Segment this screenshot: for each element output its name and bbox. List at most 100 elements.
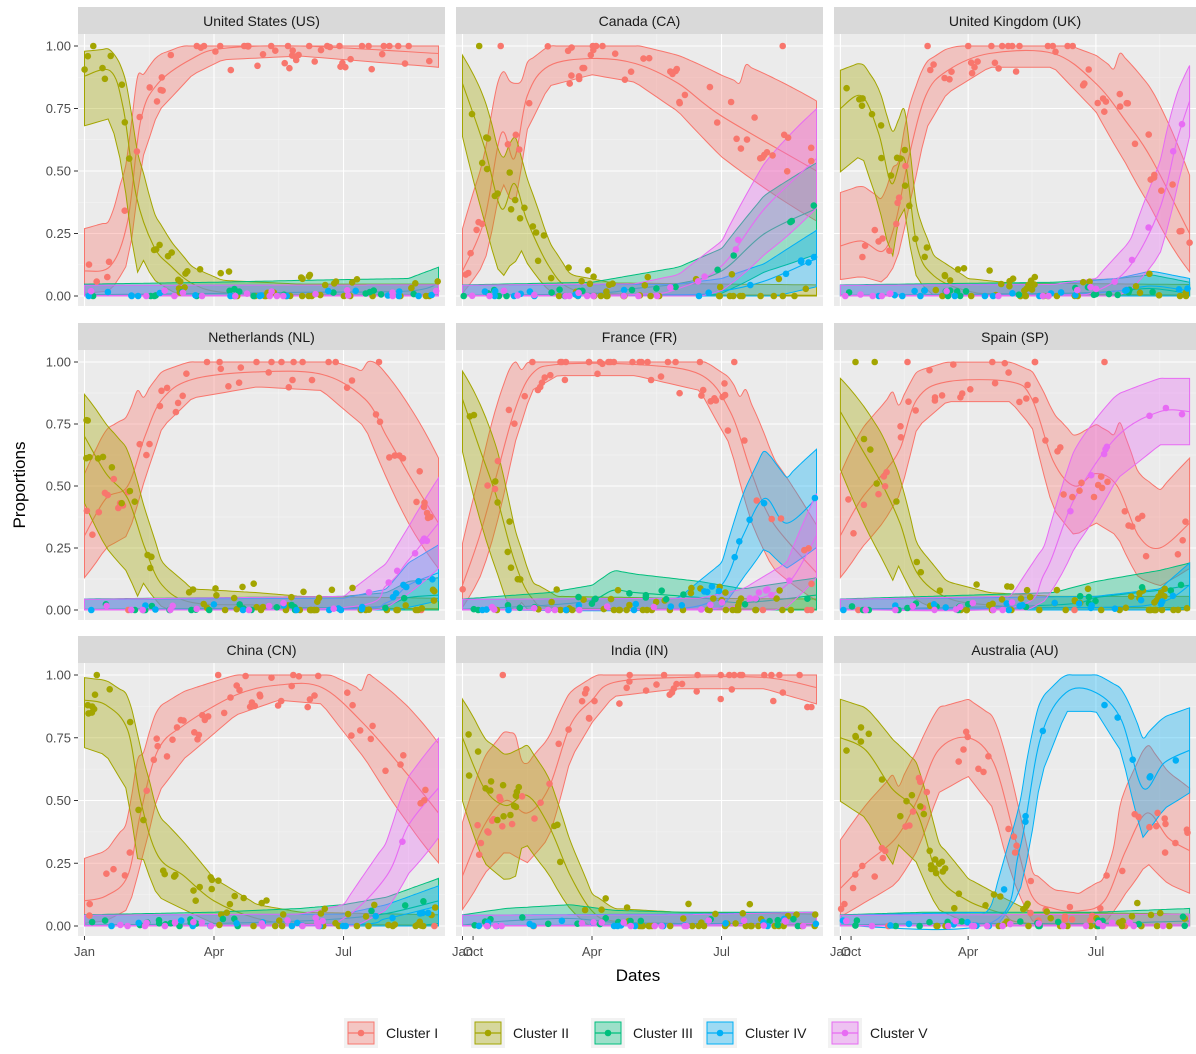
data-point [801, 547, 808, 554]
data-point [590, 293, 597, 300]
data-point [1178, 228, 1185, 235]
data-point [646, 55, 653, 62]
data-point [240, 607, 247, 614]
data-point [1005, 369, 1012, 376]
panel-title: China (CN) [226, 642, 296, 658]
data-point [663, 596, 670, 603]
data-point [103, 603, 110, 610]
data-point [385, 922, 392, 929]
y-tick-label: 0.00 [46, 289, 71, 304]
data-point [1154, 810, 1161, 817]
data-point [93, 278, 100, 285]
data-point [94, 672, 101, 679]
data-point [376, 359, 383, 366]
data-point [459, 586, 466, 593]
data-point [345, 911, 352, 918]
data-point [894, 200, 901, 207]
data-point [484, 923, 491, 930]
data-point [154, 743, 161, 750]
data-point [469, 111, 476, 118]
data-point [729, 686, 736, 693]
data-point [747, 923, 754, 930]
data-point [1054, 587, 1061, 594]
data-point [530, 923, 537, 930]
data-point [982, 293, 989, 300]
data-point [180, 289, 187, 296]
data-point [156, 242, 163, 249]
data-point [1080, 279, 1087, 286]
data-point [232, 293, 239, 300]
data-point [1091, 292, 1098, 299]
data-point [307, 696, 314, 703]
data-point [623, 607, 630, 614]
data-point [349, 585, 356, 592]
data-point [1044, 908, 1051, 915]
data-point [217, 270, 224, 277]
data-point [1001, 886, 1008, 893]
data-point [1134, 900, 1141, 907]
data-point [838, 906, 845, 913]
data-point [705, 289, 712, 296]
data-point [246, 607, 253, 614]
data-point [590, 273, 597, 280]
data-point [730, 252, 737, 259]
data-point [422, 787, 429, 794]
data-point [998, 281, 1005, 288]
data-point [292, 53, 299, 60]
data-point [695, 923, 702, 930]
data-point [487, 787, 494, 794]
data-point [854, 917, 861, 924]
data-point [266, 293, 273, 300]
panel: Canada (CA) [456, 7, 823, 306]
data-point [909, 792, 916, 799]
data-point [102, 76, 109, 83]
data-point [565, 726, 572, 733]
data-point [974, 58, 981, 65]
data-point [517, 576, 524, 583]
data-point [392, 921, 399, 928]
data-point [373, 411, 380, 418]
data-point [992, 60, 999, 67]
data-point [419, 910, 426, 917]
data-point [500, 813, 507, 820]
data-point [982, 902, 989, 909]
data-point [959, 390, 966, 397]
data-point [666, 691, 673, 698]
data-point [857, 291, 864, 298]
data-point [717, 696, 724, 703]
data-point [1169, 181, 1176, 188]
data-point [168, 249, 175, 256]
data-point [372, 913, 379, 920]
data-point [473, 227, 480, 234]
data-point [296, 673, 303, 680]
data-point [787, 219, 794, 226]
data-point [175, 277, 182, 284]
data-point [533, 229, 540, 236]
data-point [1148, 912, 1155, 919]
data-point [997, 893, 1004, 900]
data-point [741, 917, 748, 924]
y-tick-label: 0.00 [46, 603, 71, 618]
data-point [869, 111, 876, 118]
x-tick-label: Jan [830, 944, 851, 959]
data-point [136, 114, 143, 121]
data-point [897, 423, 904, 430]
data-point [746, 517, 753, 524]
data-point [1170, 593, 1177, 600]
data-point [722, 920, 729, 927]
data-point [256, 691, 263, 698]
data-point [811, 202, 818, 209]
data-point [88, 607, 95, 614]
legend-key-point [605, 1030, 612, 1037]
data-point [1158, 187, 1165, 194]
data-point [1145, 131, 1152, 138]
data-point [401, 595, 408, 602]
data-point [917, 803, 924, 810]
data-point [501, 288, 508, 295]
data-point [768, 592, 775, 599]
data-point [171, 293, 178, 300]
panel-title: France (FR) [602, 329, 677, 345]
data-point [258, 292, 265, 299]
data-point [892, 607, 899, 614]
